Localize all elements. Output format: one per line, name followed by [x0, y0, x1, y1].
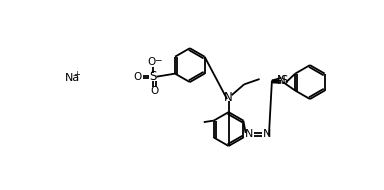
Text: N: N [262, 129, 271, 139]
Text: N: N [277, 74, 286, 87]
Text: S: S [280, 74, 287, 87]
Text: S: S [150, 70, 157, 83]
Text: O: O [150, 86, 158, 96]
Text: N: N [245, 129, 254, 139]
Text: +: + [73, 70, 80, 79]
Text: O: O [148, 57, 156, 67]
Text: −: − [154, 55, 162, 64]
Text: Na: Na [65, 73, 80, 83]
Text: O: O [134, 72, 142, 82]
Text: N: N [224, 91, 233, 104]
